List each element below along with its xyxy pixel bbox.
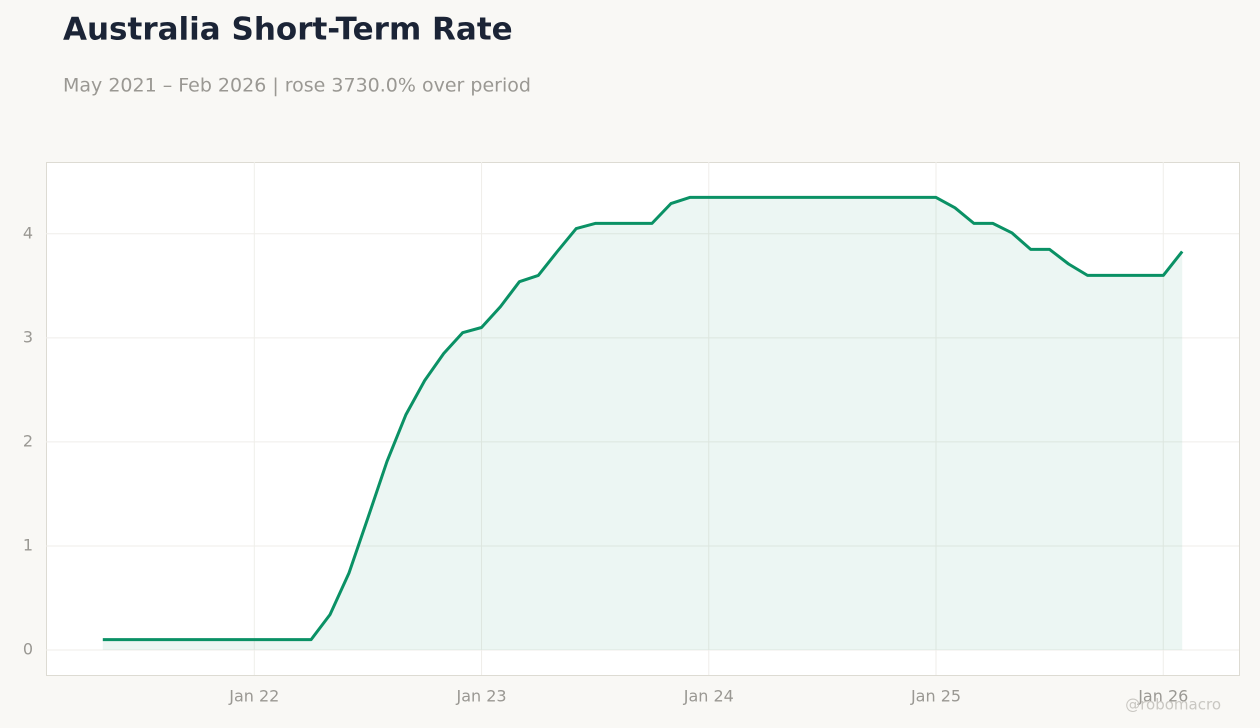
area (102, 197, 1183, 651)
chart-title: Australia Short-Term Rate (63, 12, 513, 48)
y-tick-label: 0 (23, 640, 33, 659)
chart-subtitle: May 2021 – Feb 2026 | rose 3730.0% over … (63, 75, 531, 97)
x-tick-label: Jan 25 (910, 687, 961, 706)
y-tick-label: 2 (23, 431, 33, 450)
x-tick-label: Jan 26 (1137, 687, 1188, 706)
x-tick-label: Jan 23 (455, 687, 506, 706)
y-tick-label: 3 (23, 327, 33, 346)
y-tick-label: 1 (23, 535, 33, 554)
line (102, 195, 1184, 642)
x-tick-label: Jan 24 (683, 687, 734, 706)
y-tick-label: 4 (23, 223, 33, 242)
x-tick-label: Jan 22 (228, 687, 279, 706)
watermark: @robomacro (1125, 696, 1221, 714)
